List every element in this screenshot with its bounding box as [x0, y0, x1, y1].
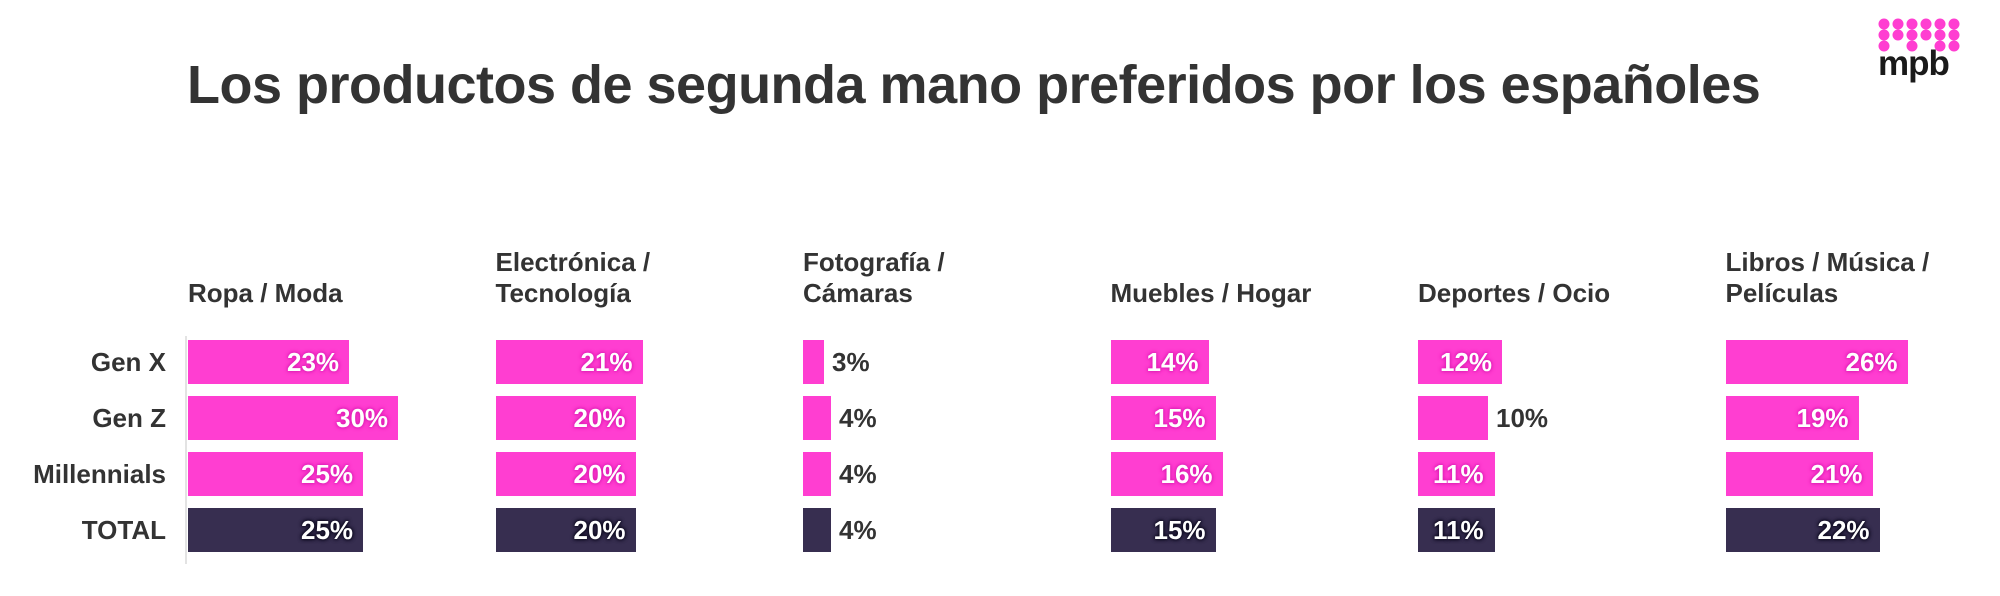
logo-dot [1934, 18, 1946, 30]
segment-bar [495, 340, 643, 384]
segment-bar [1418, 340, 1502, 384]
value-label: 21% [1810, 459, 1863, 489]
total-bar [803, 508, 831, 552]
segment-bar [1418, 452, 1495, 496]
logo-dot [1878, 29, 1890, 41]
axis-line [185, 336, 187, 564]
logo-dot [1948, 29, 1960, 41]
segment-bar [803, 340, 824, 384]
logo-text: mpb [1878, 44, 1950, 83]
value-label: 4% [839, 403, 877, 433]
value-label: 15% [1153, 403, 1206, 433]
logo-dot [1892, 29, 1904, 41]
logo-dots-icon [1878, 18, 1960, 52]
logo-dot [1920, 18, 1932, 30]
panel-title: Muebles / Hogar [1110, 278, 1312, 308]
logo-dot [1948, 18, 1960, 30]
segment-bar [1418, 396, 1488, 440]
value-label: 4% [839, 515, 877, 545]
value-label: 16% [1160, 459, 1213, 489]
logo-dot [1948, 40, 1960, 52]
value-label: 25% [301, 515, 354, 545]
logo-dot [1906, 18, 1918, 30]
logo-dot [1878, 40, 1890, 52]
segment-bar [803, 396, 831, 440]
value-label: 23% [287, 347, 340, 377]
value-label: 10% [1496, 403, 1549, 433]
panel-title: Fotografía / Cámaras [803, 247, 945, 308]
value-label: 15% [1153, 515, 1206, 545]
segment-bar [803, 452, 831, 496]
logo-dot [1920, 29, 1932, 41]
row-label: Gen X [90, 347, 166, 377]
panel-title: Libros / Música / Películas [1725, 247, 1930, 308]
segment-bar [1110, 452, 1223, 496]
segment-bar [495, 452, 636, 496]
value-label: 14% [1146, 347, 1199, 377]
value-label: 4% [839, 459, 877, 489]
chart-title: Los productos de segunda mano preferidos… [187, 55, 1761, 115]
value-label: 25% [301, 459, 354, 489]
total-bar [1725, 508, 1880, 552]
value-label: 3% [832, 347, 870, 377]
panel-title: Ropa / Moda [188, 278, 343, 308]
row-label: Gen Z [92, 403, 166, 433]
value-label: 19% [1796, 403, 1849, 433]
segment-bar [188, 396, 398, 440]
total-bar [1110, 508, 1216, 552]
value-label: 20% [573, 403, 626, 433]
value-label: 11% [1433, 515, 1484, 545]
segment-bar [495, 396, 636, 440]
row-label: TOTAL [81, 515, 166, 545]
panel-title: Deportes / Ocio [1418, 278, 1611, 308]
segment-bar [1725, 452, 1873, 496]
value-label: 22% [1817, 515, 1870, 545]
segment-bar [188, 340, 349, 384]
value-label: 21% [580, 347, 633, 377]
total-bar [188, 508, 363, 552]
mpb-logo: mpb [1876, 18, 1976, 90]
value-label: 30% [336, 403, 389, 433]
value-label: 20% [573, 459, 626, 489]
logo-dot [1892, 18, 1904, 30]
value-label: 20% [573, 515, 626, 545]
segment-bar [1725, 340, 1908, 384]
row-label: Millennials [33, 459, 166, 489]
value-label: 26% [1845, 347, 1898, 377]
logo-dot [1934, 29, 1946, 41]
total-bar [1418, 508, 1495, 552]
logo-dot [1906, 40, 1918, 52]
panel-title: Electrónica / Tecnología [495, 247, 651, 308]
logo-dot [1878, 18, 1890, 30]
value-label: 11% [1433, 459, 1484, 489]
segment-bar [188, 452, 363, 496]
segment-bar [1110, 340, 1209, 384]
segment-bar [1725, 396, 1859, 440]
segment-bar [1110, 396, 1216, 440]
value-label: 12% [1440, 347, 1493, 377]
total-bar [495, 508, 636, 552]
logo-dot [1934, 40, 1946, 52]
logo-dot [1906, 29, 1918, 41]
